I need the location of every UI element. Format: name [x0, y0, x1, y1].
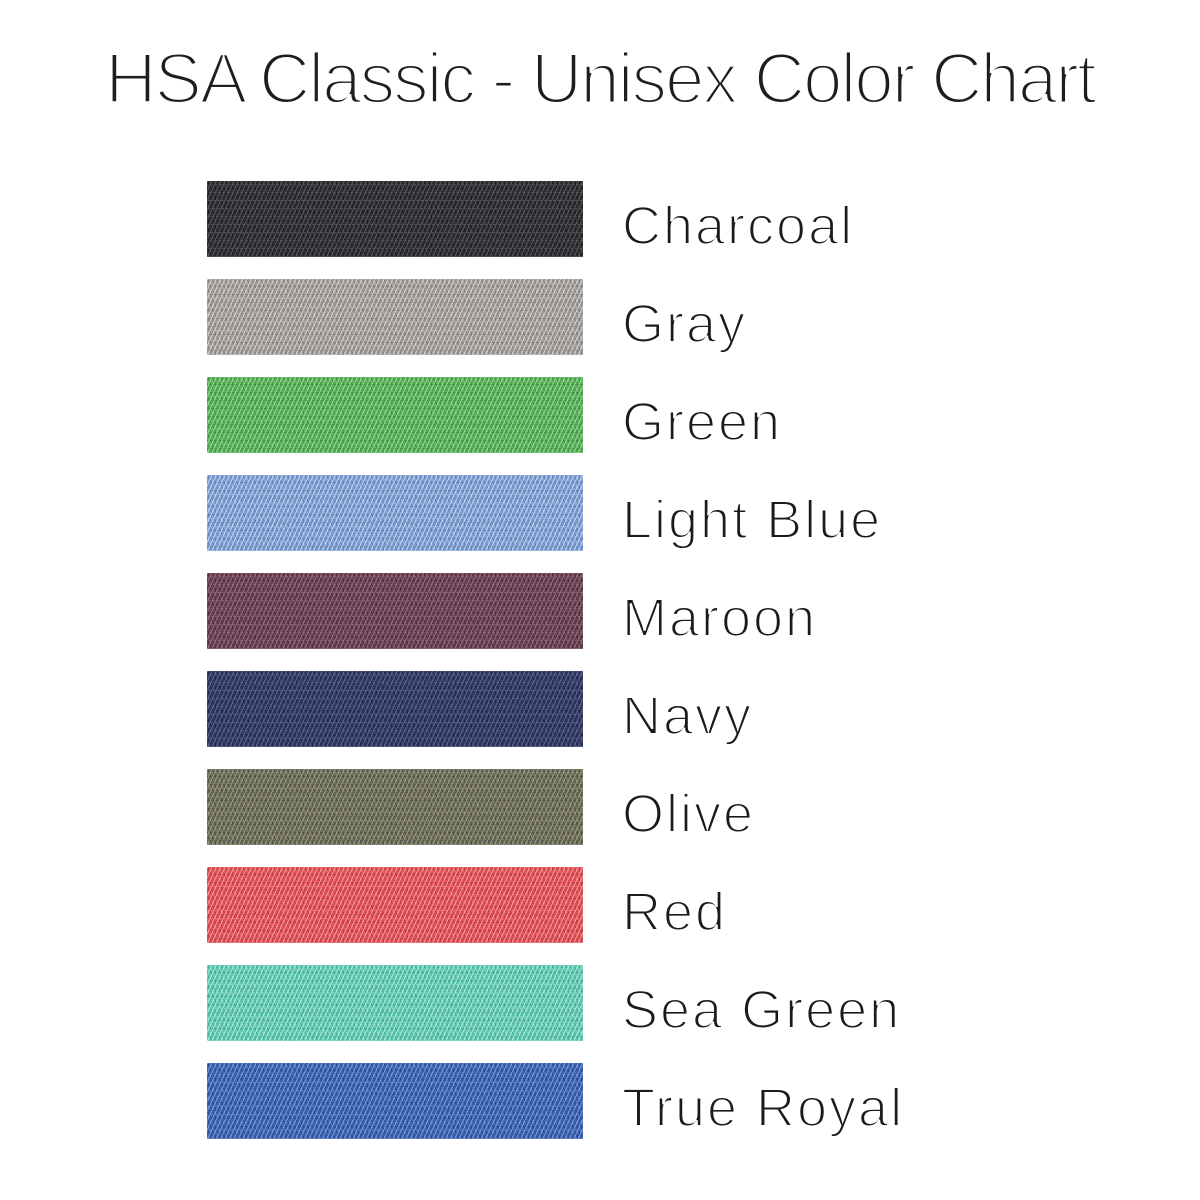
color-name-label: Navy [621, 685, 754, 747]
color-name-label: Charcoal [621, 195, 855, 257]
fabric-swatch-olive [207, 769, 583, 845]
color-name-label: Olive [621, 783, 756, 845]
color-name-label: Gray [621, 293, 748, 355]
color-row: Gray [207, 279, 904, 355]
color-name-label: Green [621, 391, 783, 453]
fabric-swatch-gray [207, 279, 583, 355]
swatch-list: Charcoal Gray Green Light Blue Maroon Na… [207, 181, 904, 1161]
fabric-swatch-maroon [207, 573, 583, 649]
color-row: Red [207, 867, 904, 943]
color-row: Sea Green [207, 965, 904, 1041]
color-row: Maroon [207, 573, 904, 649]
color-name-label: Maroon [621, 587, 818, 649]
color-row: Charcoal [207, 181, 904, 257]
fabric-swatch-green [207, 377, 583, 453]
color-name-label: Sea Green [621, 979, 902, 1041]
color-name-label: True Royal [621, 1077, 905, 1139]
color-name-label: Light Blue [621, 489, 883, 551]
color-name-label: Red [621, 881, 728, 943]
fabric-swatch-light-blue [207, 475, 583, 551]
fabric-swatch-navy [207, 671, 583, 747]
color-row: True Royal [207, 1063, 904, 1139]
fabric-swatch-true-royal [207, 1063, 583, 1139]
color-row: Olive [207, 769, 904, 845]
fabric-swatch-charcoal [207, 181, 583, 257]
page-title: HSA Classic - Unisex Color Chart [104, 39, 1098, 121]
color-row: Green [207, 377, 904, 453]
color-row: Navy [207, 671, 904, 747]
fabric-swatch-red [207, 867, 583, 943]
color-row: Light Blue [207, 475, 904, 551]
fabric-swatch-sea-green [207, 965, 583, 1041]
